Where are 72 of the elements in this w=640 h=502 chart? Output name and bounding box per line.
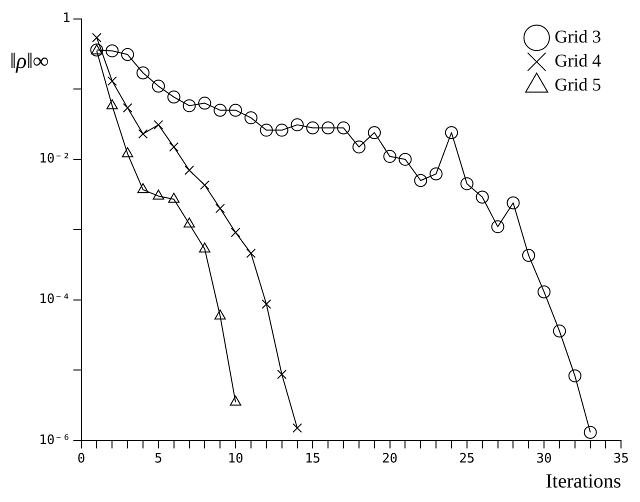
point (184, 165, 194, 175)
point (230, 228, 240, 238)
point (92, 32, 102, 42)
point (552, 324, 566, 338)
x-tick-label: 5 (154, 452, 162, 467)
y-tick-label: 10⁻⁴ (38, 292, 70, 308)
x-tick-label: 10 (228, 452, 244, 467)
point (568, 369, 582, 382)
x-tick-label: 0 (77, 452, 86, 467)
point (414, 174, 428, 187)
y-tick-label: 1 (62, 11, 70, 26)
point (506, 196, 520, 210)
point (152, 190, 164, 200)
point (122, 147, 134, 158)
point (136, 66, 150, 80)
point (167, 90, 180, 104)
point (292, 423, 302, 433)
point (106, 99, 118, 110)
point (383, 150, 396, 163)
point (169, 142, 179, 152)
point (122, 103, 132, 113)
point (290, 118, 304, 132)
point (460, 177, 474, 190)
legend-label: Grid 3 (554, 26, 602, 47)
point (584, 426, 597, 439)
y-tick-label: 10⁻² (38, 152, 70, 167)
y-axis-title: ‖ρ‖∞ (10, 48, 49, 74)
point (277, 370, 287, 380)
legend-label: Grid 5 (554, 74, 602, 95)
point (352, 140, 366, 154)
point (121, 48, 134, 62)
point (306, 121, 320, 134)
point (198, 96, 212, 110)
point (168, 192, 180, 203)
legend-label: Grid 4 (554, 50, 602, 71)
point (106, 44, 119, 58)
point (322, 121, 335, 134)
y-tick-label: 10⁻⁶ (38, 432, 70, 448)
point (368, 126, 381, 140)
point (184, 218, 195, 228)
point (260, 124, 273, 137)
point (538, 285, 551, 298)
x-tick-label: 25 (459, 452, 475, 467)
point (230, 396, 242, 406)
point (491, 220, 504, 234)
point (182, 99, 196, 112)
point (244, 111, 258, 124)
x-tick-label: 20 (382, 452, 398, 467)
point (398, 152, 412, 166)
point (522, 248, 536, 262)
x-tick-label: 15 (304, 452, 321, 467)
x-axis-title: Iterations (546, 470, 622, 492)
point (214, 309, 226, 320)
point (476, 190, 489, 204)
x-tick-label: 30 (536, 452, 552, 467)
point (215, 204, 225, 214)
point (138, 129, 148, 139)
point (445, 126, 458, 140)
point (275, 124, 288, 137)
point (214, 104, 227, 117)
point (152, 80, 165, 93)
point (229, 104, 242, 117)
point (430, 167, 443, 180)
point (246, 248, 256, 258)
point (107, 76, 117, 86)
x-tick-label: 35 (613, 452, 629, 467)
point (200, 180, 210, 190)
point (262, 299, 272, 309)
point (137, 183, 149, 194)
point (154, 120, 164, 130)
point (199, 242, 210, 252)
point (337, 121, 350, 134)
